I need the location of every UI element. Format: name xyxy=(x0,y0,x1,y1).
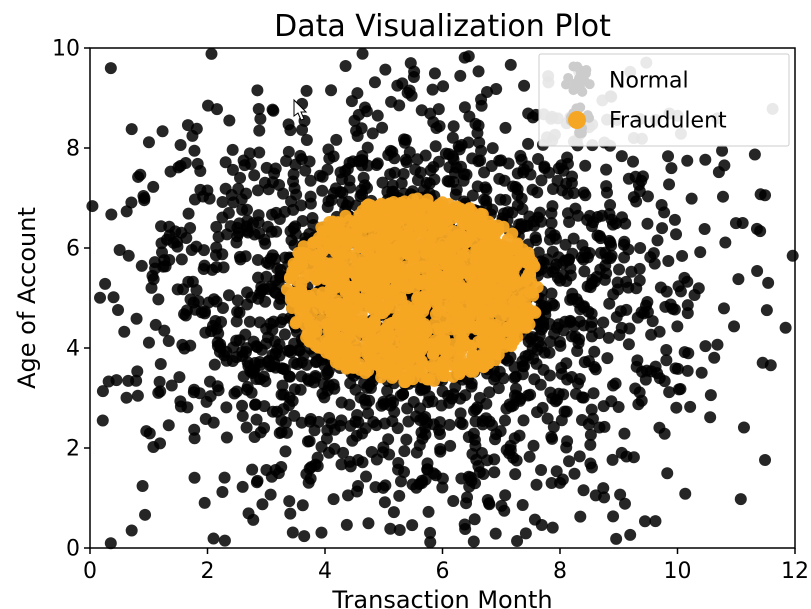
legend: Normal Fraudulent xyxy=(539,54,789,146)
x-axis-label: Transaction Month xyxy=(331,586,552,609)
legend-label-normal: Normal xyxy=(609,69,689,94)
y-axis-label: Age of Account xyxy=(13,207,41,389)
y-tick-label: 8 xyxy=(66,137,80,162)
x-tick-label: 12 xyxy=(781,559,809,584)
y-tick-label: 10 xyxy=(52,37,80,62)
legend-label-fraudulent: Fraudulent xyxy=(609,109,727,134)
chart-title: Data Visualization Plot xyxy=(274,9,611,44)
y-tick-label: 6 xyxy=(66,237,80,262)
x-tick-label: 10 xyxy=(664,559,692,584)
x-tick-label: 8 xyxy=(553,559,567,584)
y-tick-label: 0 xyxy=(66,537,80,562)
chart-container: 0 2 4 6 8 10 12 0 2 4 6 8 10 Data Visualization Plot T… xyxy=(0,0,811,609)
scatter-plot: 0 2 4 6 8 10 12 0 2 4 6 8 10 Data Visualization Plot T… xyxy=(0,0,811,609)
x-tick-label: 2 xyxy=(201,559,215,584)
y-tick-label: 4 xyxy=(66,337,80,362)
x-tick-label: 4 xyxy=(318,559,332,584)
y-tick-label: 2 xyxy=(66,437,80,462)
x-tick-label: 0 xyxy=(83,559,97,584)
x-tick-label: 6 xyxy=(436,559,450,584)
